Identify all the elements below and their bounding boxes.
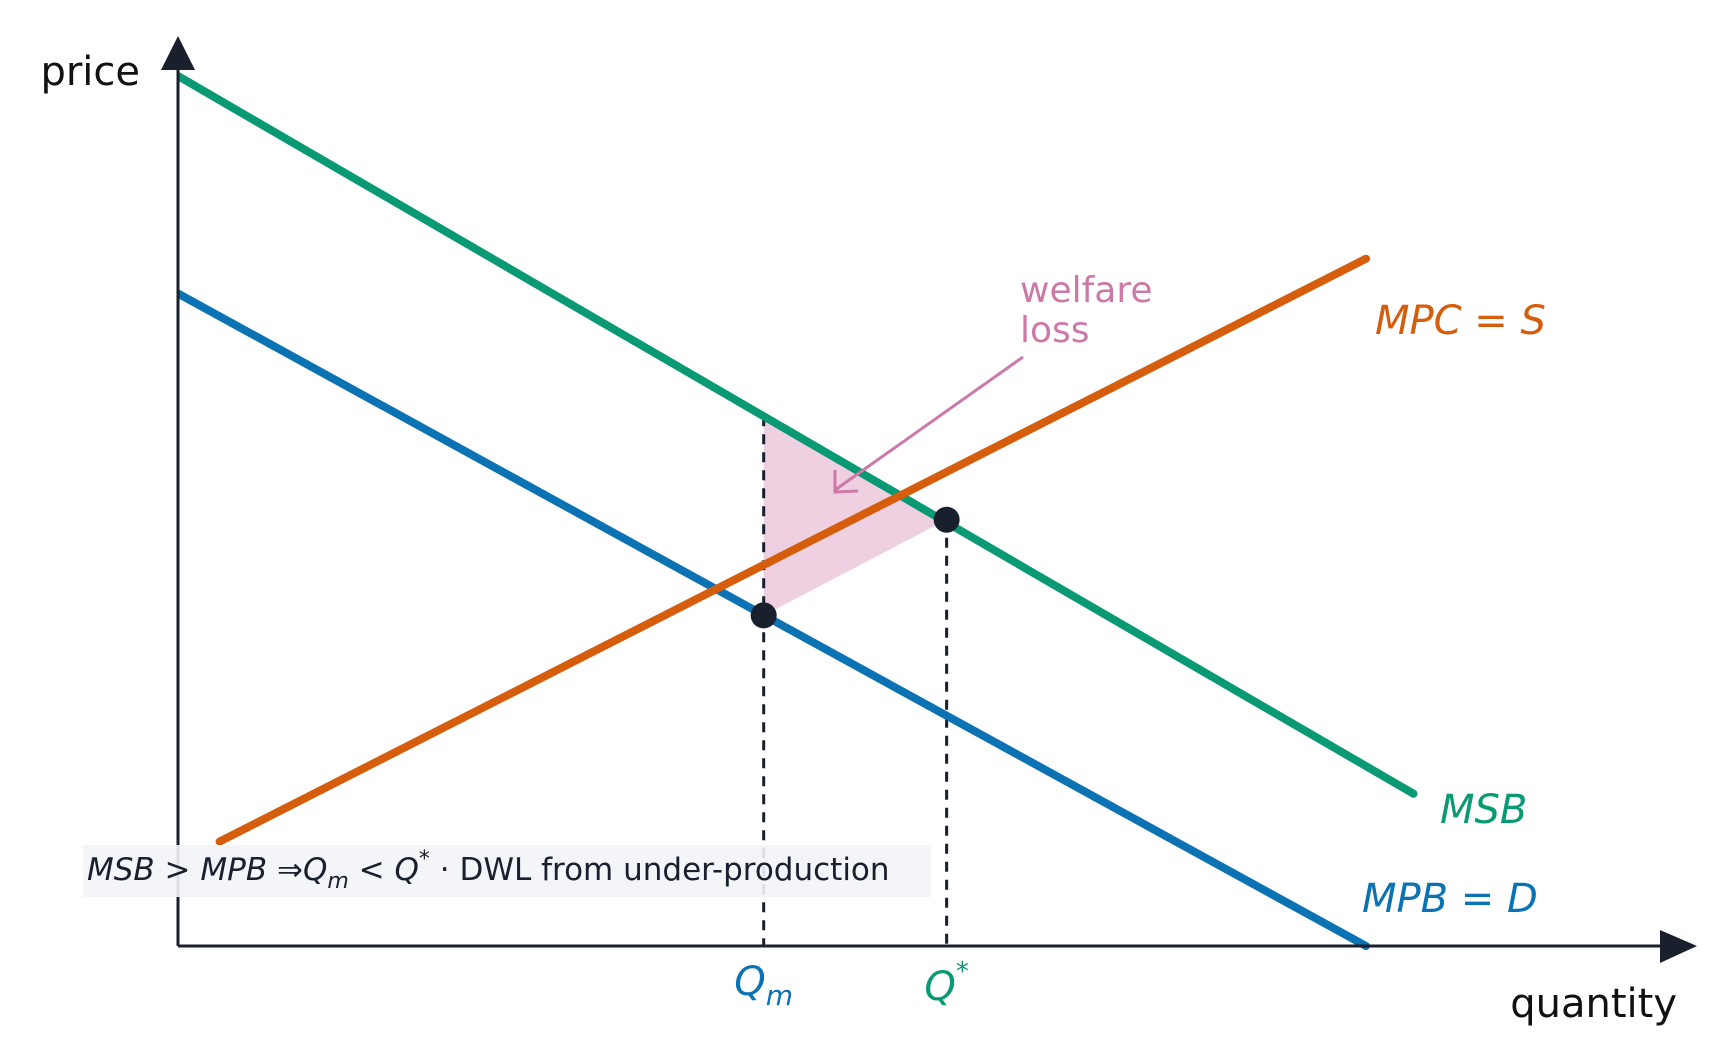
msb-line [178, 72, 1418, 798]
market-equilibrium-point [750, 602, 777, 629]
msb-curve-label: MSB [1440, 787, 1527, 833]
qstar-tick-label: Q* [924, 957, 968, 1010]
x-axis-label: quantity [1510, 981, 1677, 1027]
mpc-line [215, 254, 1370, 846]
social-optimum-point [933, 506, 960, 533]
annotation-arrow-head-icon [833, 470, 859, 494]
welfare-loss-annotation: welfare loss [1020, 270, 1164, 351]
annotation-arrow [834, 355, 1024, 492]
mpc-curve-label: MPC = S [1375, 298, 1546, 344]
note-box [83, 845, 931, 897]
note-text: MSB > MPB ⇒Qm < Q* · DWL from under-prod… [87, 847, 890, 894]
y-axis-arrow-icon [161, 36, 195, 70]
y-axis-label: price [40, 49, 140, 95]
qm-tick-label: Qm [734, 959, 793, 1012]
mpb-curve-label: MPB = D [1362, 876, 1538, 922]
x-axis-arrow-icon [1660, 930, 1697, 963]
